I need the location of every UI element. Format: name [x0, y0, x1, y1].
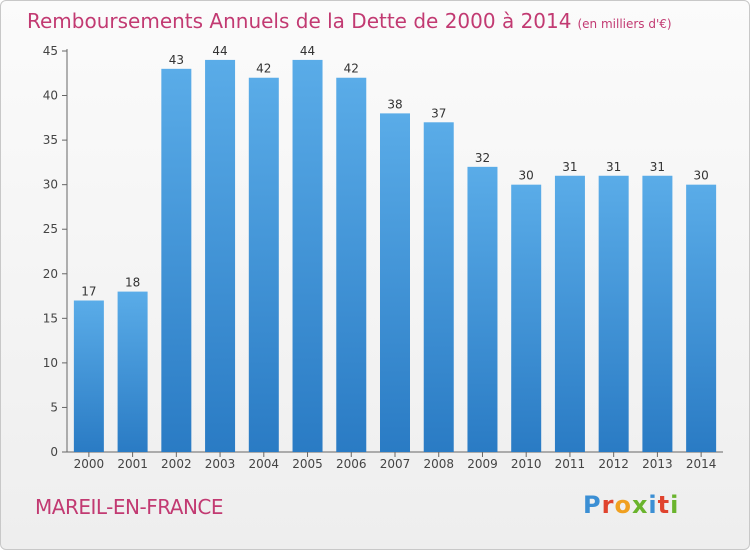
y-tick-label: 30	[43, 178, 58, 192]
y-tick-label: 45	[43, 44, 58, 58]
bar	[117, 291, 148, 452]
bar	[248, 77, 279, 452]
x-tick-label: 2005	[292, 457, 323, 471]
bar	[686, 184, 717, 452]
x-tick-label: 2007	[380, 457, 411, 471]
x-tick-label: 2011	[555, 457, 586, 471]
bar-value-label: 44	[212, 44, 227, 58]
bar-value-label: 31	[606, 160, 621, 174]
x-tick-label: 2000	[74, 457, 105, 471]
bar	[423, 122, 454, 453]
x-tick-label: 2002	[161, 457, 192, 471]
bar	[511, 184, 542, 452]
bar-value-label: 42	[256, 62, 271, 76]
bar-value-label: 44	[300, 44, 315, 58]
bar-value-label: 30	[519, 169, 534, 183]
bar	[336, 77, 367, 452]
logo-letter: i	[670, 491, 680, 519]
y-tick-label: 40	[43, 89, 58, 103]
bar	[161, 68, 192, 453]
bar	[467, 166, 498, 452]
bar-value-label: 37	[431, 106, 446, 120]
bar	[642, 175, 673, 452]
y-tick-label: 20	[43, 267, 58, 281]
bar-value-label: 18	[125, 276, 140, 290]
y-tick-label: 5	[50, 400, 58, 414]
bar-value-label: 31	[562, 160, 577, 174]
proxiti-logo: Proxiti	[583, 491, 679, 519]
x-tick-label: 2013	[642, 457, 673, 471]
bar-value-label: 30	[693, 169, 708, 183]
x-tick-label: 2009	[467, 457, 498, 471]
x-tick-label: 2012	[598, 457, 629, 471]
bar-value-label: 32	[475, 151, 490, 165]
logo-letter: P	[583, 491, 602, 519]
y-tick-label: 0	[50, 445, 58, 459]
x-tick-label: 2008	[423, 457, 454, 471]
x-tick-label: 2006	[336, 457, 367, 471]
y-tick-label: 10	[43, 356, 58, 370]
chart-title: Remboursements Annuels de la Dette de 20…	[27, 9, 672, 33]
y-tick-label: 15	[43, 311, 58, 325]
chart-unit: (en milliers d'€)	[577, 17, 672, 31]
x-tick-label: 2003	[205, 457, 236, 471]
x-tick-label: 2010	[511, 457, 542, 471]
logo-letter: o	[614, 491, 632, 519]
y-tick-label: 25	[43, 222, 58, 236]
location-label: MAREIL-EN-FRANCE	[35, 495, 224, 519]
chart-title-text: Remboursements Annuels de la Dette de 20…	[27, 9, 572, 33]
x-tick-label: 2014	[686, 457, 717, 471]
bar	[380, 113, 410, 452]
logo-letter: t	[657, 491, 671, 519]
bar-value-label: 31	[650, 160, 665, 174]
y-tick-label: 35	[43, 133, 58, 147]
bar	[73, 300, 104, 452]
logo-letter: x	[631, 491, 649, 519]
bar	[554, 175, 585, 452]
bar	[598, 175, 629, 452]
bar-value-label: 17	[81, 285, 96, 299]
bar-value-label: 38	[387, 97, 402, 111]
logo-letter: i	[648, 491, 658, 519]
bar-value-label: 43	[169, 53, 184, 67]
x-tick-label: 2004	[249, 457, 280, 471]
x-tick-label: 2001	[117, 457, 148, 471]
bar-value-label: 42	[344, 62, 359, 76]
logo-letter: r	[601, 491, 615, 519]
bar	[292, 59, 323, 453]
bar	[205, 59, 236, 453]
